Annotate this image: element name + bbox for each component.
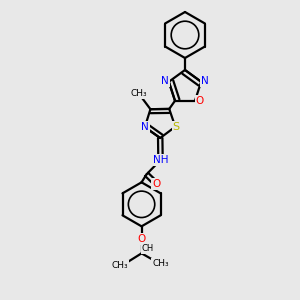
Text: N: N — [141, 122, 149, 132]
Text: N: N — [161, 76, 169, 86]
Text: CH₃: CH₃ — [152, 259, 169, 268]
Text: S: S — [173, 122, 180, 132]
Text: N: N — [201, 76, 209, 86]
Text: CH₃: CH₃ — [111, 261, 128, 270]
Text: CH₃: CH₃ — [130, 89, 147, 98]
Text: NH: NH — [153, 155, 168, 165]
Text: CH: CH — [141, 244, 154, 253]
Text: O: O — [152, 179, 161, 189]
Text: O: O — [196, 96, 204, 106]
Text: O: O — [137, 234, 146, 244]
